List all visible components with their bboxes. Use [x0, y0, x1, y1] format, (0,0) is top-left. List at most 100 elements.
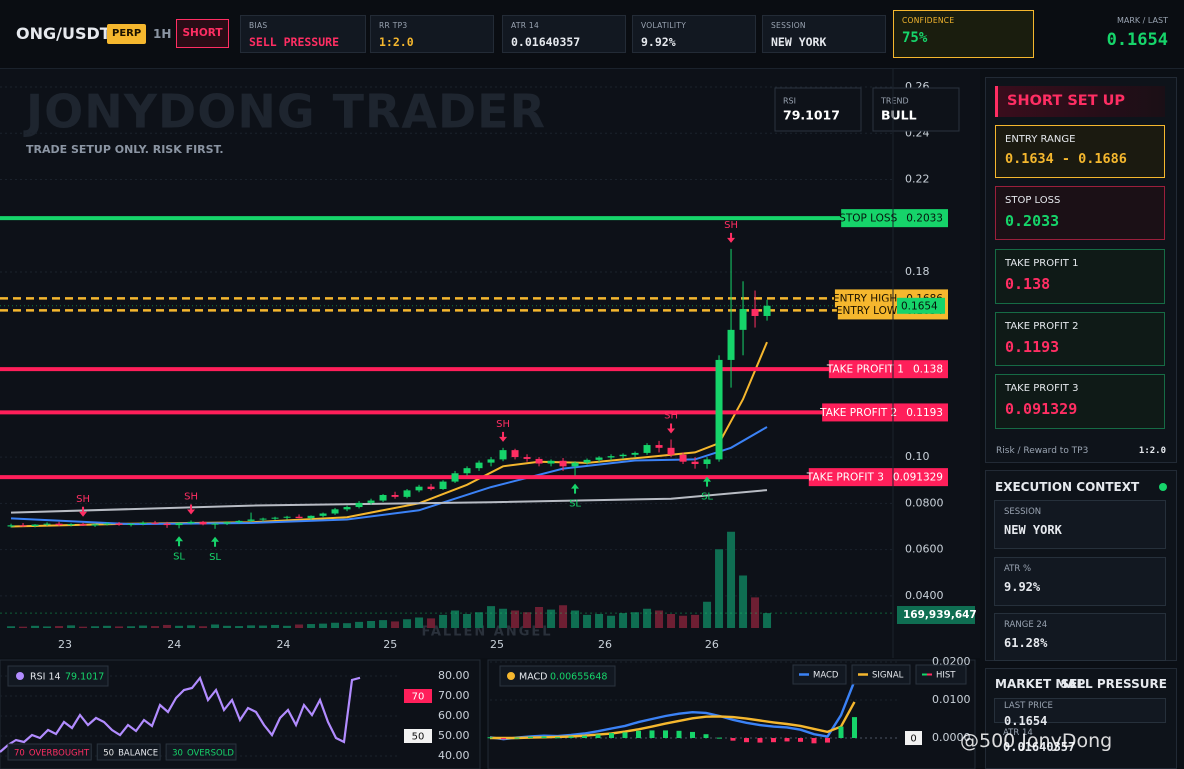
level-tag: 70: [412, 692, 425, 703]
hist-bar: [663, 730, 668, 739]
x-tick-label: 26: [705, 638, 719, 651]
volume-bar: [43, 626, 52, 628]
candle-body: [727, 329, 735, 360]
candle-body: [43, 523, 51, 525]
zone-label: BALANCE: [118, 748, 158, 758]
volume-bar: [7, 626, 16, 628]
hist-bar: [514, 737, 520, 739]
volume-bar: [271, 624, 280, 628]
y-tick-label: 0.0800: [905, 496, 944, 509]
volume-bar: [331, 622, 340, 628]
zone-text: 70 OVERBOUGHT: [14, 748, 90, 758]
candle-body: [259, 518, 267, 520]
header-card: RR TP3 1:2.0: [370, 15, 494, 53]
x-tick-label: 24: [276, 638, 290, 651]
market-map-title: MARKET MAP: [995, 677, 1086, 691]
context-label: RANGE 24: [1004, 620, 1048, 630]
swing-arrow: [667, 423, 676, 434]
confidence-card: CONFIDENCE 75%: [893, 10, 1034, 58]
candle-body: [295, 516, 303, 519]
candle-body: [403, 490, 411, 497]
hist-bar: [717, 737, 722, 739]
volume-bar: [283, 625, 292, 628]
volume-bar: [451, 610, 460, 628]
volume-bar: [391, 621, 400, 628]
level-tag-text: TAKE PROFIT 2 0.1193: [819, 407, 943, 419]
context-value: NEW YORK: [1004, 523, 1062, 537]
level-tag: 0: [910, 734, 916, 745]
candle-body: [355, 502, 363, 508]
card-value: NEW YORK: [771, 35, 827, 49]
hist-bar: [784, 738, 790, 742]
volume-bar: [247, 625, 256, 628]
swing-arrow: [175, 536, 184, 547]
volume-bar: [511, 610, 520, 628]
level-tag: TAKE PROFIT 2 0.1193: [819, 403, 948, 422]
context-label: SESSION: [1004, 507, 1042, 517]
candle-body: [187, 521, 195, 524]
legend-swatch: [507, 672, 515, 680]
x-tick-label: 26: [598, 638, 612, 651]
candle-body: [763, 305, 771, 316]
card-label: CONFIDENCE: [902, 16, 955, 25]
stat-box: [774, 87, 862, 132]
price-panel: [0, 68, 980, 658]
footer-watermark: FALLEN ANGEL: [421, 625, 552, 640]
card-label: BIAS: [249, 21, 268, 30]
moving-average: [10, 426, 768, 526]
hist-bar: [838, 726, 844, 739]
side-badge: SHORT: [176, 19, 229, 48]
setup-card: STOP LOSS 0.2033: [995, 186, 1165, 240]
hist-bar: [703, 734, 709, 739]
candle-body: [331, 509, 339, 514]
setup-card: TAKE PROFIT 1 0.138: [995, 249, 1165, 304]
level-tag-bg: [841, 209, 948, 228]
candle-body: [367, 500, 375, 503]
candle-body: [55, 523, 63, 526]
volume-bar: [223, 625, 232, 628]
swing-label: SL: [173, 551, 185, 562]
candle-body: [463, 468, 471, 474]
candle-body: [391, 495, 399, 497]
volume-bar: [487, 606, 496, 628]
stat-value: BULL: [881, 108, 917, 123]
card-value: 75%: [902, 30, 928, 46]
candle-body: [127, 523, 135, 525]
candle-body: [691, 461, 699, 465]
candle-body: [379, 495, 387, 501]
level-tag-bg: [404, 729, 432, 743]
context-value: 61.28%: [1004, 636, 1048, 650]
stat-label: RSI: [783, 97, 796, 106]
last-price-label: 0.1654: [901, 300, 938, 312]
market-label: ATR 14: [1003, 728, 1033, 738]
setup-panel: SHORT SET UP ENTRY RANGE 0.1634 - 0.1686 …: [985, 77, 1177, 463]
stat-value: 79.1017: [783, 108, 840, 123]
candle-body: [715, 359, 723, 460]
card-label: VOLATILITY: [641, 21, 687, 30]
hist-bar: [622, 732, 628, 739]
volume-bar: [655, 610, 664, 628]
candle-body: [103, 523, 111, 525]
level-tag-bg: [404, 689, 432, 703]
candle-body: [427, 486, 435, 489]
candle-body: [139, 522, 147, 524]
card-label: SESSION: [771, 21, 806, 30]
candle-body: [703, 459, 711, 465]
market-card: LAST PRICE 0.1654: [994, 698, 1166, 728]
volume-bar: [571, 610, 580, 628]
volume-bar: [703, 601, 712, 628]
volume-bar: [367, 621, 376, 628]
volume-bar: [643, 608, 652, 628]
setup-label: ENTRY RANGE: [1005, 134, 1076, 145]
candle-body: [247, 519, 255, 521]
x-tick-label: 24: [167, 638, 181, 651]
volume-bar: [379, 620, 388, 628]
setup-card: TAKE PROFIT 3 0.091329: [995, 374, 1165, 429]
level-value: 0.2033: [906, 213, 943, 225]
candle-body: [91, 524, 99, 526]
candle-body: [175, 523, 183, 526]
setup-card: ENTRY RANGE 0.1634 - 0.1686: [995, 125, 1165, 178]
setup-value: 0.2033: [1005, 212, 1060, 230]
legend-value: 79.1017: [65, 672, 104, 683]
market-value: 0.01640357: [1003, 740, 1076, 754]
